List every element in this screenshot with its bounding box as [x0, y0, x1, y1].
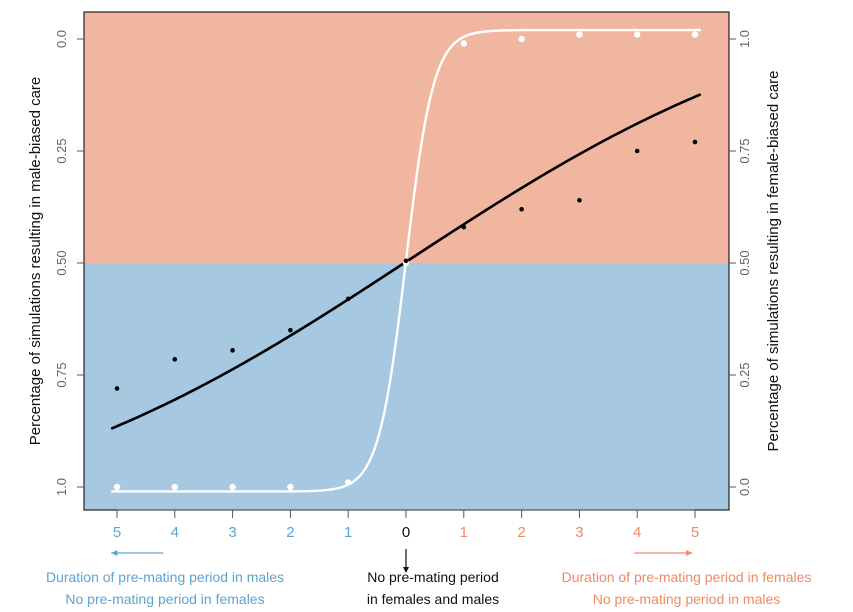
- left-tick-label-1: 0.25: [54, 138, 69, 163]
- data-point-1-0: [114, 386, 120, 391]
- right-tick-label-0: 0.0: [737, 478, 752, 496]
- x-tick-label-8: 3: [575, 524, 583, 541]
- data-point-0-9: [634, 31, 641, 38]
- data-point-1-3: [288, 327, 293, 333]
- data-point-1-5: [403, 258, 409, 264]
- zero-caption-line1: No pre-mating period: [367, 569, 499, 585]
- data-point-0-1: [171, 483, 178, 491]
- data-point-1-7: [519, 206, 524, 212]
- direction-arrows: [111, 549, 693, 573]
- background-regions: [84, 12, 729, 510]
- female-caption-line1: Duration of pre-mating period in females: [561, 569, 812, 585]
- male-caption-line1: Duration of pre-mating period in males: [45, 569, 285, 585]
- data-point-1-10: [692, 139, 698, 145]
- right-tick-label-1: 0.25: [737, 362, 752, 387]
- x-tick-label-4: 1: [344, 524, 352, 541]
- x-tick-label-7: 2: [517, 524, 525, 541]
- region-male-biased: [84, 263, 729, 510]
- data-points: [113, 31, 699, 491]
- x-tick-label-2: 3: [228, 524, 236, 541]
- data-point-0-6: [460, 40, 467, 47]
- data-point-1-9: [634, 148, 640, 154]
- x-tick-label-1: 4: [171, 524, 179, 541]
- data-point-0-4: [345, 479, 352, 486]
- data-point-0-10: [691, 31, 699, 38]
- zero-caption-line2: in females and males: [366, 591, 500, 607]
- left-arrow-head: [111, 550, 118, 556]
- axes: 5 4 3 2 1 0 1 2 3 4 5 0.0 0.25 0.50 0.75 1.0 Percentage …: [27, 30, 782, 541]
- right-tick-label-2: 0.50: [737, 250, 752, 275]
- region-female-biased: [84, 12, 729, 263]
- x-tick-label-0: 5: [113, 524, 121, 541]
- female-caption: Duration of pre-mating period in females…: [520, 566, 853, 610]
- right-tick-label-3: 0.75: [737, 138, 752, 163]
- right-arrow-head: [686, 550, 693, 556]
- male-caption-line2: No pre-mating period in females: [65, 591, 265, 607]
- male-caption: Duration of pre-mating period in males N…: [0, 566, 330, 610]
- data-point-0-3: [287, 483, 294, 491]
- x-tick-label-9: 4: [633, 524, 641, 541]
- left-tick-label-3: 0.75: [54, 362, 69, 387]
- left-axis-title: Percentage of simulations resulting in m…: [27, 77, 44, 446]
- left-tick-label-2: 0.50: [54, 250, 69, 275]
- data-point-1-4: [345, 296, 351, 302]
- x-tick-label-3: 2: [286, 524, 294, 541]
- data-point-1-8: [577, 197, 582, 203]
- x-tick-label-6: 1: [460, 524, 468, 541]
- data-point-0-8: [576, 31, 583, 38]
- data-point-0-7: [518, 35, 525, 43]
- left-tick-label-0: 0.0: [54, 30, 69, 48]
- data-point-1-6: [461, 224, 467, 230]
- zero-arrow-head: [403, 567, 409, 573]
- data-point-0-0: [113, 483, 121, 491]
- zero-caption: No pre-mating period in females and male…: [338, 566, 528, 610]
- left-tick-label-4: 1.0: [54, 478, 69, 496]
- data-point-1-2: [230, 348, 235, 353]
- right-tick-label-4: 1.0: [737, 30, 752, 48]
- x-tick-label-10: 5: [691, 524, 699, 541]
- data-point-1-1: [172, 357, 178, 362]
- female-caption-line2: No pre-mating period in males: [592, 591, 781, 607]
- x-tick-label-5: 0: [402, 524, 410, 541]
- right-axis-title: Percentage of simulations resulting in f…: [765, 70, 782, 451]
- data-point-0-2: [229, 483, 236, 491]
